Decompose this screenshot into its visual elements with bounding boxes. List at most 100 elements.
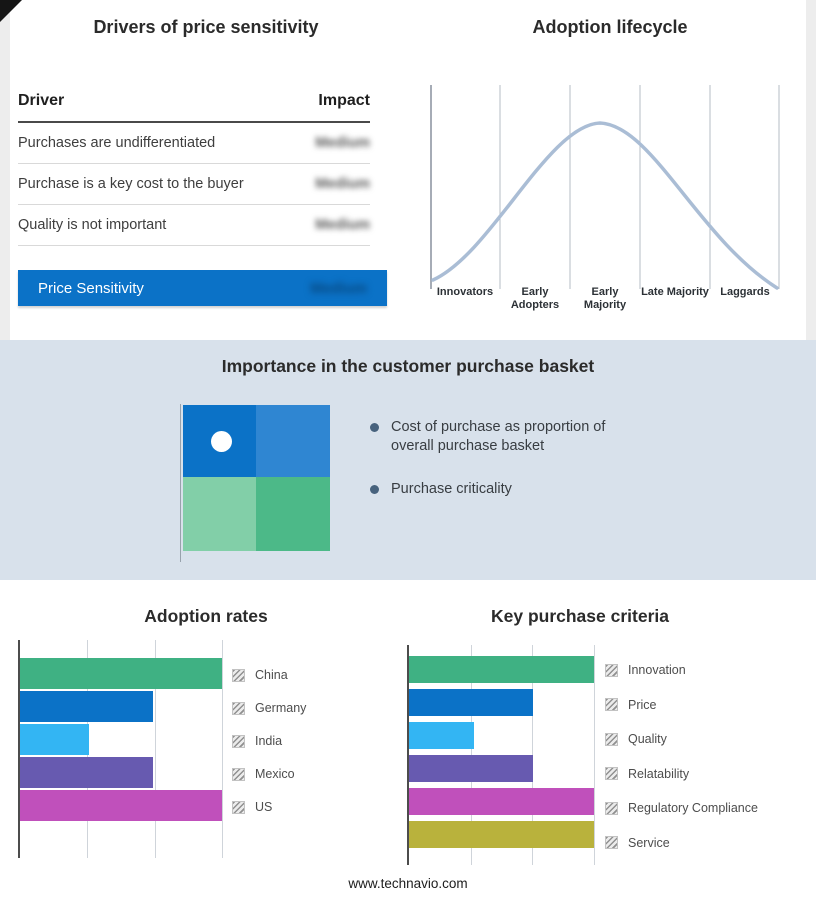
legend-item-mexico: Mexico — [232, 767, 306, 781]
bar-innovation — [409, 656, 594, 683]
drivers-section-title: Drivers of price sensitivity — [93, 17, 319, 37]
bar-service — [409, 821, 594, 848]
legend-label: Quality — [628, 732, 667, 746]
legend-swatch-icon — [605, 767, 618, 780]
quadrant-top-right — [256, 405, 330, 477]
legend-swatch-icon — [605, 801, 618, 815]
legend-item-service: Service — [605, 836, 758, 850]
driver-cell: Quality is not important — [18, 217, 167, 233]
quadrant-axis-line — [180, 404, 181, 562]
driver-cell: Purchase is a key cost to the buyer — [18, 176, 244, 192]
drivers-table-rows: Purchases are undifferentiated Medium Purc… — [18, 123, 370, 246]
stage-label-laggards: Laggards — [720, 286, 770, 298]
legend-label: US — [255, 800, 273, 814]
bar-price — [409, 689, 533, 716]
position-marker-dot — [211, 431, 232, 452]
legend-item-china: China — [232, 668, 306, 682]
bars-layer — [20, 640, 222, 858]
table-row: Purchase is a key cost to the buyer Mediu… — [18, 164, 370, 205]
legend-swatch-icon — [232, 701, 245, 715]
impact-value: Medium — [315, 176, 370, 192]
bell-curve — [431, 121, 779, 290]
column-header-driver: Driver — [18, 92, 65, 109]
stage-label-innovators: Innovators — [436, 286, 494, 298]
legend-label: Regulatory Compliance — [628, 801, 758, 815]
bullet-text: Cost of purchase as proportion of overal… — [391, 419, 606, 455]
drivers-table: Driver Impact Purchases are undifferenti… — [18, 92, 370, 246]
impact-value: Medium — [315, 135, 370, 151]
lifecycle-section-title: Adoption lifecycle — [532, 17, 688, 37]
key-purchase-criteria-title: Key purchase criteria — [490, 606, 669, 626]
legend-item-relatability: Relatability — [605, 767, 758, 781]
legend-item-price: Price — [605, 698, 758, 712]
column-header-impact: Impact — [318, 92, 370, 109]
basket-bullet-list: Cost of purchase as proportion of overal… — [370, 418, 638, 523]
lifecycle-stage-labels: Innovators Early Adopters Early Majority La… — [430, 286, 780, 312]
gridline — [222, 640, 223, 858]
left-gutter — [0, 0, 10, 340]
gridline — [594, 645, 595, 865]
legend-item-innovation: Innovation — [605, 663, 758, 677]
adoption-lifecycle-curve — [430, 85, 780, 290]
bullet-item: Cost of purchase as proportion of overal… — [370, 418, 638, 456]
purchase-basket-title: Importance in the customer purchase bask… — [221, 356, 595, 376]
table-row: Purchases are undifferentiated Medium — [18, 123, 370, 164]
legend-label: Mexico — [255, 767, 295, 781]
legend-item-germany: Germany — [232, 701, 306, 715]
impact-value: Medium — [315, 217, 370, 233]
legend-swatch-icon — [232, 734, 245, 748]
adoption-rates-chart: Adoption rates China Germany India Mexico US — [0, 598, 408, 883]
legend-swatch-icon — [605, 732, 618, 746]
gridline — [154, 640, 156, 858]
driver-cell: Purchases are undifferentiated — [18, 135, 216, 151]
stage-label-early-majority: Early Majority — [583, 286, 627, 312]
bullet-icon — [370, 423, 379, 432]
quadrant-matrix — [183, 405, 330, 551]
legend-item-quality: Quality — [605, 732, 758, 746]
bar-germany — [20, 691, 154, 722]
legend-label: India — [255, 734, 283, 748]
legend-swatch-icon — [232, 668, 245, 682]
legend-label: Service — [628, 835, 670, 850]
legend-swatch-icon — [232, 800, 245, 814]
bar-regulatory-compliance — [409, 788, 594, 815]
stage-label-late-majority: Late Majority — [641, 286, 709, 298]
bar-relatability — [409, 755, 533, 782]
bar-quality — [409, 722, 474, 749]
key-purchase-criteria-legend: Innovation Price Quality Relatability Regula… — [605, 663, 758, 870]
price-sensitivity-summary-bar: Price Sensitivity Medium — [18, 270, 387, 306]
quadrant-bottom-right — [256, 477, 330, 551]
bullet-text: Purchase criticality — [391, 481, 512, 498]
corner-fold-decoration — [0, 0, 22, 22]
legend-label: Germany — [255, 701, 307, 715]
bar-india — [20, 724, 89, 755]
drivers-table-header: Driver Impact — [18, 92, 370, 123]
price-sensitivity-value: Medium — [310, 279, 367, 297]
bullet-item: Purchase criticality — [370, 480, 638, 499]
adoption-rates-title: Adoption rates — [144, 606, 268, 626]
legend-swatch-icon — [605, 836, 618, 849]
purchase-basket-section: Importance in the customer purchase bask… — [0, 340, 816, 580]
right-gutter — [806, 0, 816, 340]
bullet-icon — [370, 485, 379, 495]
legend-label: Price — [628, 697, 657, 712]
key-purchase-criteria-plot — [407, 645, 595, 865]
legend-item-us: US — [232, 800, 306, 814]
legend-item-regulatory-compliance: Regulatory Compliance — [605, 801, 758, 815]
key-purchase-criteria-chart: Key purchase criteria Innovation Price Qua… — [400, 598, 816, 883]
footer-url: www.technavio.com — [348, 876, 468, 891]
legend-label: Relatability — [628, 766, 690, 781]
legend-label: China — [255, 668, 288, 682]
adoption-rates-legend: China Germany India Mexico US — [232, 668, 306, 833]
stage-label-early-adopters: Early Adopters — [510, 286, 560, 312]
bars-layer — [409, 645, 594, 865]
legend-item-india: India — [232, 734, 306, 748]
price-sensitivity-label: Price Sensitivity — [38, 279, 144, 297]
legend-swatch-icon — [232, 767, 245, 781]
bar-us — [20, 790, 222, 821]
legend-label: Innovation — [628, 663, 686, 677]
bar-china — [20, 658, 222, 689]
legend-swatch-icon — [605, 663, 618, 677]
quadrant-top-left — [183, 405, 256, 477]
